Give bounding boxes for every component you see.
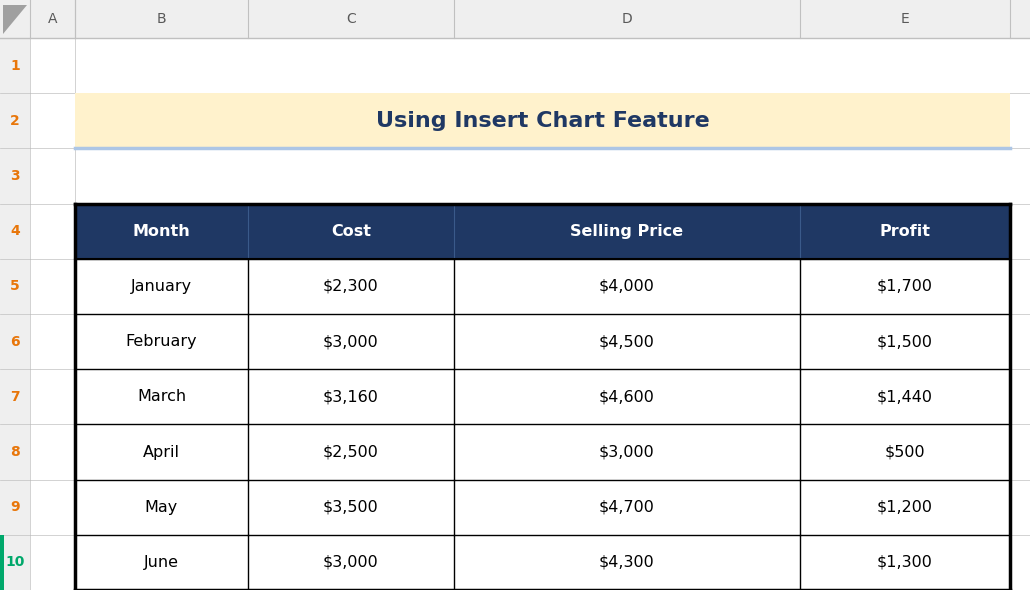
- Bar: [0, 149, 30, 204]
- Bar: [30, 259, 75, 314]
- Text: $1,200: $1,200: [877, 500, 933, 514]
- Text: $3,000: $3,000: [323, 334, 379, 349]
- Bar: [0, 535, 4, 590]
- Bar: [75, 535, 248, 590]
- Text: $1,300: $1,300: [877, 555, 933, 570]
- Text: $4,300: $4,300: [598, 555, 654, 570]
- Text: 5: 5: [10, 280, 20, 293]
- Bar: [75, 204, 248, 259]
- Bar: [0, 369, 30, 424]
- Bar: [30, 535, 75, 590]
- Text: $1,500: $1,500: [877, 334, 933, 349]
- Bar: [0, 0, 1030, 38]
- Text: $3,000: $3,000: [598, 444, 654, 460]
- Text: Month: Month: [133, 224, 191, 239]
- Text: 3: 3: [10, 169, 20, 183]
- Text: Using Insert Chart Feature: Using Insert Chart Feature: [376, 111, 710, 131]
- Text: $3,000: $3,000: [323, 555, 379, 570]
- Bar: [799, 369, 1010, 424]
- Bar: [30, 314, 75, 369]
- Bar: [0, 93, 30, 149]
- Bar: [453, 259, 799, 314]
- Text: C: C: [346, 12, 355, 26]
- Text: $4,600: $4,600: [598, 389, 655, 404]
- Bar: [453, 314, 799, 369]
- Text: 2: 2: [10, 114, 20, 128]
- Text: Cost: Cost: [331, 224, 371, 239]
- Text: $2,500: $2,500: [322, 444, 379, 460]
- Text: B: B: [157, 12, 166, 26]
- Polygon shape: [3, 5, 27, 34]
- Text: $1,440: $1,440: [877, 389, 933, 404]
- Text: June: June: [144, 555, 179, 570]
- Bar: [453, 480, 799, 535]
- Bar: [799, 424, 1010, 480]
- Bar: [799, 314, 1010, 369]
- Text: 10: 10: [5, 555, 25, 569]
- Text: 7: 7: [10, 390, 20, 404]
- Bar: [75, 259, 248, 314]
- Text: $4,700: $4,700: [598, 500, 655, 514]
- Bar: [75, 480, 248, 535]
- Text: January: January: [131, 279, 192, 294]
- Bar: [799, 204, 1010, 259]
- Text: $1,700: $1,700: [877, 279, 933, 294]
- Text: $4,500: $4,500: [598, 334, 655, 349]
- Text: A: A: [47, 12, 58, 26]
- Bar: [0, 259, 30, 314]
- Bar: [453, 369, 799, 424]
- Text: D: D: [621, 12, 632, 26]
- Bar: [248, 314, 453, 369]
- Bar: [248, 369, 453, 424]
- Bar: [799, 535, 1010, 590]
- Text: $3,500: $3,500: [323, 500, 379, 514]
- Text: E: E: [900, 12, 909, 26]
- Text: 9: 9: [10, 500, 20, 514]
- Text: March: March: [137, 389, 186, 404]
- Bar: [75, 314, 248, 369]
- Bar: [248, 424, 453, 480]
- Bar: [30, 149, 75, 204]
- Bar: [30, 480, 75, 535]
- Bar: [0, 38, 30, 93]
- Bar: [75, 93, 1010, 149]
- Bar: [0, 424, 30, 480]
- Bar: [453, 424, 799, 480]
- Text: Profit: Profit: [880, 224, 930, 239]
- Text: 4: 4: [10, 224, 20, 238]
- Bar: [30, 204, 75, 259]
- Bar: [799, 259, 1010, 314]
- Text: April: April: [143, 444, 180, 460]
- Bar: [453, 535, 799, 590]
- Text: $500: $500: [885, 444, 925, 460]
- Bar: [75, 424, 248, 480]
- Bar: [248, 480, 453, 535]
- Bar: [30, 424, 75, 480]
- Text: 1: 1: [10, 58, 20, 73]
- Text: $3,160: $3,160: [322, 389, 379, 404]
- Bar: [0, 535, 30, 590]
- Text: $2,300: $2,300: [323, 279, 379, 294]
- Bar: [30, 93, 75, 149]
- Bar: [75, 369, 248, 424]
- Bar: [248, 259, 453, 314]
- Bar: [248, 204, 453, 259]
- Text: Selling Price: Selling Price: [570, 224, 683, 239]
- Text: 8: 8: [10, 445, 20, 459]
- Bar: [0, 314, 30, 369]
- Bar: [0, 204, 30, 259]
- Bar: [453, 204, 799, 259]
- Bar: [30, 369, 75, 424]
- Bar: [30, 38, 75, 93]
- Text: $4,000: $4,000: [598, 279, 655, 294]
- Bar: [248, 535, 453, 590]
- Text: May: May: [145, 500, 178, 514]
- Text: February: February: [126, 334, 198, 349]
- Text: 6: 6: [10, 335, 20, 349]
- Bar: [799, 480, 1010, 535]
- Bar: [0, 480, 30, 535]
